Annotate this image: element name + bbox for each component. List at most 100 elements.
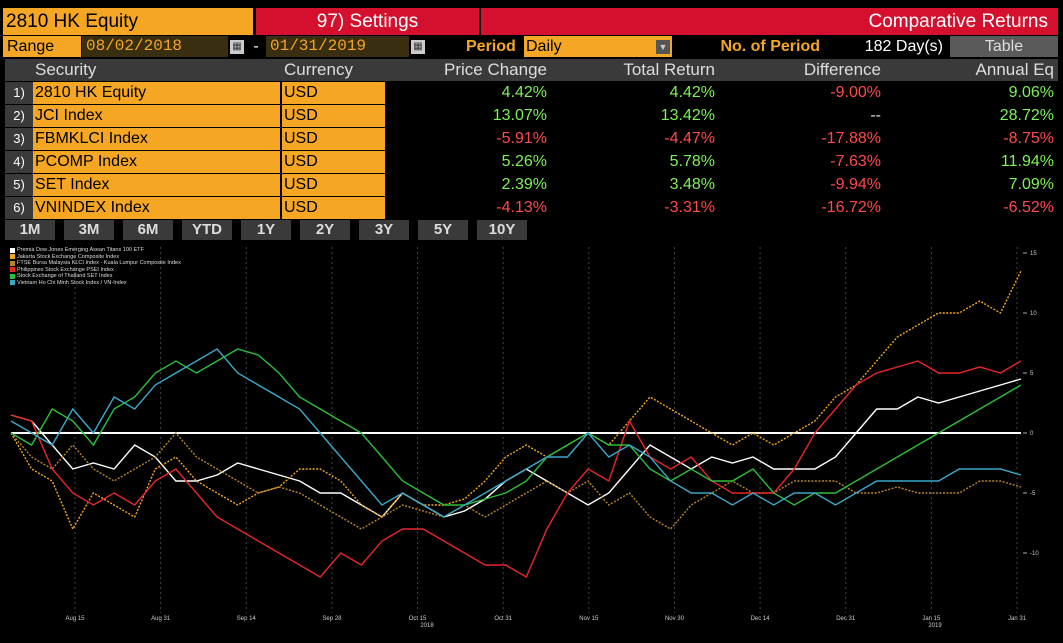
difference-cell: -17.88% bbox=[821, 130, 881, 147]
column-header-annual-eq[interactable]: Annual Eq bbox=[975, 60, 1054, 79]
table-row[interactable]: 1) 2810 HK Equity USD 4.42% 4.42% -9.00% 9.06% bbox=[5, 82, 1058, 105]
table-row[interactable]: 4) PCOMP Index USD 5.26% 5.78% -7.63% 11.94% bbox=[5, 151, 1058, 174]
legend-swatch bbox=[10, 267, 15, 273]
legend-swatch bbox=[10, 280, 15, 286]
chart-legend: Premia Dow Jones Emerging Asean Titans 1… bbox=[10, 247, 250, 286]
x-tick-label: Dec 14 bbox=[751, 616, 771, 622]
x-tick-label: Dec 31 bbox=[836, 616, 856, 622]
horizon-button-3m[interactable]: 3M bbox=[64, 220, 114, 240]
column-header-security[interactable]: Security bbox=[35, 60, 97, 79]
security-ticker-field[interactable]: 2810 HK Equity bbox=[3, 8, 253, 35]
price-change-cell: 13.07% bbox=[492, 107, 547, 124]
horizon-button-3y[interactable]: 3Y bbox=[359, 220, 409, 240]
y-tick-label: 5 bbox=[1030, 371, 1034, 377]
calendar-icon[interactable]: ▦ bbox=[411, 40, 425, 54]
currency-cell: USD bbox=[282, 174, 385, 196]
legend-label: FTSE Bursa Malaysia KLCI Index - Kuala L… bbox=[17, 260, 181, 266]
row-number[interactable]: 1) bbox=[5, 82, 33, 104]
x-tick-label: Sep 28 bbox=[322, 616, 342, 622]
range-separator: - bbox=[253, 38, 259, 55]
security-name[interactable]: FBMKLCI Index bbox=[33, 128, 280, 150]
price-change-cell: 4.42% bbox=[501, 84, 547, 101]
price-change-cell: 2.39% bbox=[501, 176, 547, 193]
x-tick-label: Nov 30 bbox=[665, 616, 685, 622]
table-row[interactable]: 2) JCI Index USD 13.07% 13.42% -- 28.72% bbox=[5, 105, 1058, 128]
column-header-total-return[interactable]: Total Return bbox=[623, 60, 715, 79]
column-header-difference[interactable]: Difference bbox=[803, 60, 881, 79]
legend-entry: Stock Exchange of Thailand SET Index bbox=[10, 273, 250, 280]
range-label: Range bbox=[3, 36, 81, 57]
legend-swatch bbox=[10, 273, 15, 279]
annual-eq-cell: 11.94% bbox=[1000, 153, 1054, 170]
row-number[interactable]: 4) bbox=[5, 151, 33, 173]
row-number[interactable]: 3) bbox=[5, 128, 33, 150]
x-tick-label: Aug 15 bbox=[65, 616, 85, 622]
currency-cell: USD bbox=[282, 128, 385, 150]
security-name[interactable]: VNINDEX Index bbox=[33, 197, 280, 219]
annual-eq-cell: 7.09% bbox=[1008, 176, 1054, 193]
table-header: Security Currency Price Change Total Ret… bbox=[5, 59, 1058, 81]
row-number[interactable]: 5) bbox=[5, 174, 33, 196]
total-return-cell: -3.31% bbox=[664, 199, 715, 216]
legend-entry: Vietnam Ho Chi Minh Stock Index / VN-Ind… bbox=[10, 280, 250, 287]
series-line bbox=[10, 360, 1022, 579]
number-of-period-value: 182 Day(s) bbox=[864, 38, 943, 55]
total-return-cell: -4.47% bbox=[664, 130, 715, 147]
legend-label: Vietnam Ho Chi Minh Stock Index / VN-Ind… bbox=[17, 279, 127, 286]
difference-cell: -16.72% bbox=[821, 199, 881, 216]
table-button[interactable]: Table bbox=[950, 36, 1058, 57]
annual-eq-cell: 9.06% bbox=[1008, 84, 1054, 101]
currency-cell: USD bbox=[282, 105, 385, 127]
column-header-currency[interactable]: Currency bbox=[284, 60, 353, 79]
settings-button[interactable]: 97) Settings bbox=[256, 8, 479, 35]
column-header-price-change[interactable]: Price Change bbox=[443, 60, 547, 79]
price-change-cell: -4.13% bbox=[496, 199, 547, 216]
chevron-down-icon[interactable]: ▼ bbox=[656, 40, 670, 54]
series-line bbox=[10, 348, 1022, 506]
legend-entry: FTSE Bursa Malaysia KLCI Index - Kuala L… bbox=[10, 260, 250, 267]
y-tick-label: -10 bbox=[1030, 551, 1039, 557]
table-row[interactable]: 3) FBMKLCI Index USD -5.91% -4.47% -17.88% -8.… bbox=[5, 128, 1058, 151]
table-row[interactable]: 6) VNINDEX Index USD -4.13% -3.31% -16.72% -6.… bbox=[5, 197, 1058, 220]
x-year-label: 2018 bbox=[420, 623, 434, 629]
row-number[interactable]: 2) bbox=[5, 105, 33, 127]
period-select[interactable]: Daily bbox=[524, 36, 672, 57]
price-change-cell: -5.91% bbox=[496, 130, 547, 147]
table-row[interactable]: 5) SET Index USD 2.39% 3.48% -9.94% 7.09% bbox=[5, 174, 1058, 197]
horizon-button-6m[interactable]: 6M bbox=[123, 220, 173, 240]
security-name[interactable]: 2810 HK Equity bbox=[33, 82, 280, 104]
horizon-button-2y[interactable]: 2Y bbox=[300, 220, 350, 240]
legend-swatch bbox=[10, 260, 15, 266]
difference-cell: -9.94% bbox=[830, 176, 881, 193]
difference-cell: -9.00% bbox=[830, 84, 881, 101]
legend-entry: Premia Dow Jones Emerging Asean Titans 1… bbox=[10, 247, 250, 254]
x-tick-label: Jan 31 bbox=[1008, 616, 1027, 622]
security-name[interactable]: SET Index bbox=[33, 174, 280, 196]
security-name[interactable]: PCOMP Index bbox=[33, 151, 280, 173]
difference-cell: -7.63% bbox=[830, 153, 881, 170]
row-number[interactable]: 6) bbox=[5, 197, 33, 219]
horizon-button-10y[interactable]: 10Y bbox=[477, 220, 527, 240]
horizon-button-5y[interactable]: 5Y bbox=[418, 220, 468, 240]
legend-entry: Jakarta Stock Exchange Composite Index bbox=[10, 254, 250, 261]
total-return-cell: 4.42% bbox=[669, 84, 715, 101]
y-tick-label: 10 bbox=[1030, 311, 1037, 317]
number-of-period-label: No. of Period bbox=[720, 38, 820, 55]
x-tick-label: Oct 15 bbox=[409, 616, 427, 622]
total-return-cell: 13.42% bbox=[660, 107, 715, 124]
security-name[interactable]: JCI Index bbox=[33, 105, 280, 127]
legend-label: Stock Exchange of Thailand SET Index bbox=[17, 273, 113, 279]
horizon-button-ytd[interactable]: YTD bbox=[182, 220, 232, 240]
start-date-input[interactable]: 08/02/2018 bbox=[82, 36, 228, 57]
end-date-input[interactable]: 01/31/2019 bbox=[266, 36, 409, 57]
calendar-icon[interactable]: ▦ bbox=[230, 40, 244, 54]
total-return-cell: 3.48% bbox=[669, 176, 715, 193]
horizon-button-1m[interactable]: 1M bbox=[5, 220, 55, 240]
legend-label: Philippines Stock Exchange PSEI Index bbox=[17, 266, 114, 273]
period-label: Period bbox=[466, 38, 516, 55]
horizon-button-1y[interactable]: 1Y bbox=[241, 220, 291, 240]
x-tick-label: Aug 31 bbox=[151, 616, 171, 622]
legend-entry: Philippines Stock Exchange PSEI Index bbox=[10, 267, 250, 274]
series-line bbox=[10, 270, 1022, 531]
annual-eq-cell: -6.52% bbox=[1003, 199, 1054, 216]
